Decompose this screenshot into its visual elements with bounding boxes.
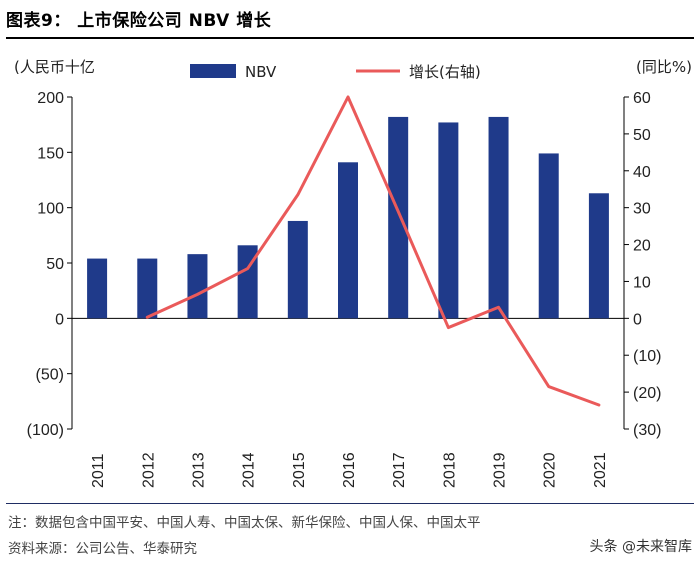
right-tick-label: (10) — [633, 348, 661, 365]
x-tick-label: 2011 — [90, 453, 107, 488]
legend-nbv-swatch — [190, 64, 236, 78]
x-tick-label: 2018 — [441, 452, 458, 488]
x-tick-label: 2017 — [391, 452, 408, 488]
x-tick-label: 2014 — [241, 452, 258, 488]
line-layer — [145, 95, 601, 407]
x-tick-label: 2019 — [492, 452, 509, 488]
nbv-bar — [338, 162, 358, 319]
nbv-bar — [488, 116, 509, 319]
footnote: 注：数据包含中国平安、中国人寿、中国太保、新华保险、中国人保、中国太平 — [8, 515, 481, 531]
right-tick-label: 20 — [633, 238, 651, 255]
left-tick-label: 50 — [46, 256, 64, 273]
right-tick-label: 40 — [633, 164, 651, 181]
right-tick-label: (30) — [633, 422, 661, 439]
nbv-bar — [538, 153, 559, 319]
x-tick-label: 2016 — [341, 452, 358, 488]
right-tick-label: 10 — [633, 274, 651, 291]
right-tick-label: (20) — [633, 385, 661, 402]
left-tick-label: (100) — [27, 422, 64, 439]
left-axis-unit: (人民币十亿 — [14, 58, 95, 76]
left-tick-label: 150 — [37, 145, 64, 162]
figure-title: 图表9： 上市保险公司 NBV 增长 — [6, 11, 272, 31]
left-tick-label: 0 — [55, 311, 64, 328]
nbv-chart: 200150100500(50)(100)6050403020100(10)(2… — [14, 58, 692, 488]
right-tick-label: 60 — [633, 90, 651, 107]
x-tick-label: 2015 — [291, 452, 308, 488]
watermark: 头条 @未来智库 — [590, 536, 692, 556]
left-tick-label: 100 — [37, 201, 64, 218]
legend-growth-label: 增长(右轴) — [409, 63, 481, 81]
right-tick-label: 30 — [633, 201, 651, 218]
labels-layer: 200150100500(50)(100)6050403020100(10)(2… — [14, 58, 692, 488]
nbv-bar — [187, 254, 208, 319]
right-axis-unit: (同比%) — [636, 58, 692, 76]
axes-layer — [67, 96, 629, 430]
nbv-bar — [87, 258, 108, 319]
nbv-bar — [388, 116, 409, 319]
source-note: 资料来源：公司公告、华泰研究 — [8, 541, 197, 557]
growth-line — [145, 95, 601, 407]
x-tick-label: 2021 — [592, 452, 609, 488]
title-rule — [6, 37, 694, 39]
watermark-text: 头条 @未来智库 — [589, 539, 692, 555]
legend-layer: NBV 增长(右轴) — [190, 63, 481, 81]
bottom-rule — [6, 503, 694, 504]
nbv-bar — [438, 122, 459, 319]
nbv-bar — [287, 220, 308, 319]
right-tick-label: 50 — [633, 127, 651, 144]
x-tick-label: 2020 — [542, 452, 559, 488]
bars-layer — [87, 116, 609, 319]
nbv-bar — [588, 193, 609, 319]
left-tick-label: 200 — [37, 90, 64, 107]
legend-nbv-label: NBV — [245, 63, 277, 81]
left-tick-label: (50) — [36, 367, 64, 384]
x-tick-label: 2013 — [190, 452, 207, 488]
nbv-bar — [137, 258, 158, 319]
x-tick-label: 2012 — [140, 452, 157, 488]
right-tick-label: 0 — [633, 311, 642, 328]
